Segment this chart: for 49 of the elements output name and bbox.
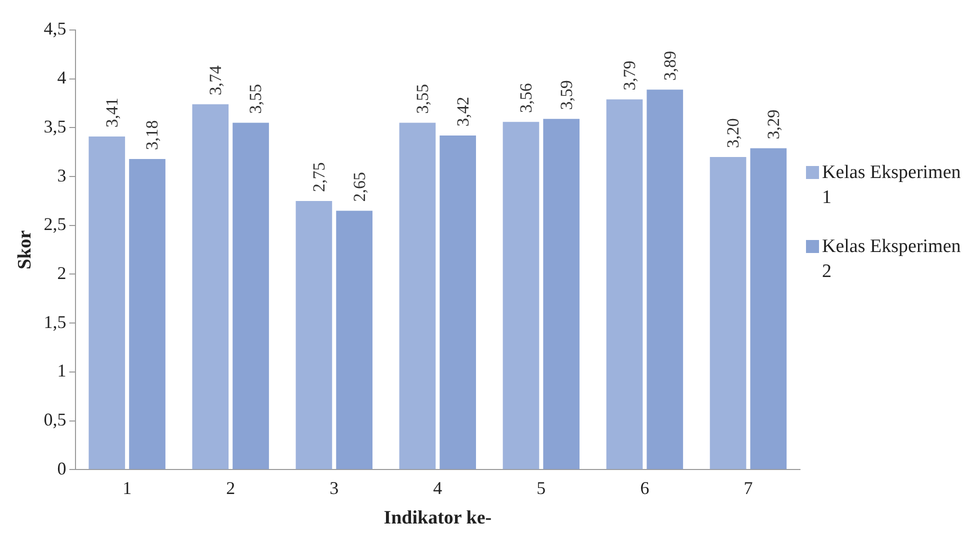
data-label: 3,18 [142, 120, 162, 150]
bar [399, 122, 436, 470]
y-tick-label: 1,5 [44, 312, 66, 332]
y-tick-label: 4 [57, 68, 66, 88]
data-label: 3,79 [620, 60, 639, 90]
bar [606, 99, 643, 470]
y-tick-label: 1 [57, 360, 66, 381]
y-tick-label: 2,5 [44, 214, 66, 234]
bar [296, 200, 332, 470]
x-tick-label: 1 [122, 478, 132, 498]
y-tick-label: 2 [57, 262, 66, 283]
x-tick-label: 6 [640, 478, 650, 498]
x-axis-title: Indikator ke- [384, 508, 492, 529]
data-label: 3,55 [246, 84, 266, 114]
bar [502, 122, 540, 470]
y-tick-label: 3 [57, 165, 66, 186]
bar [543, 118, 580, 470]
x-tick-label: 7 [744, 478, 753, 498]
y-tick-label: 4,5 [44, 18, 66, 39]
bar [192, 104, 229, 470]
x-tick-label: 4 [433, 478, 442, 498]
data-label: 3,41 [102, 98, 122, 128]
data-label: 3,89 [660, 50, 680, 81]
data-label: 2,75 [309, 162, 328, 192]
data-label: 3,56 [516, 83, 536, 113]
data-label: 3,29 [764, 109, 783, 140]
x-tick-label: 3 [330, 478, 339, 498]
y-tick-label: 0,5 [44, 409, 66, 430]
bar [646, 90, 684, 470]
bar [88, 136, 126, 470]
data-label: 3,20 [724, 118, 743, 148]
bar [750, 148, 787, 470]
bar [232, 122, 269, 470]
bar [710, 156, 746, 470]
bar [440, 136, 476, 470]
bar [336, 210, 372, 470]
y-tick-label: 3,5 [44, 116, 66, 136]
y-tick-label: 0 [57, 458, 66, 478]
data-label: 3,42 [453, 96, 472, 127]
data-label: 3,59 [556, 80, 576, 110]
data-label: 2,65 [350, 172, 369, 202]
x-tick-label: 5 [536, 478, 546, 498]
data-label: 3,55 [412, 84, 432, 114]
data-label: 3,74 [206, 64, 225, 96]
legend-label: Kelas Eksperimen 1 [822, 161, 962, 210]
x-tick-label: 2 [226, 478, 236, 498]
legend-label: Kelas Eksperimen 2 [822, 235, 962, 284]
y-axis-title: Skor [14, 230, 36, 270]
bar [129, 158, 166, 470]
